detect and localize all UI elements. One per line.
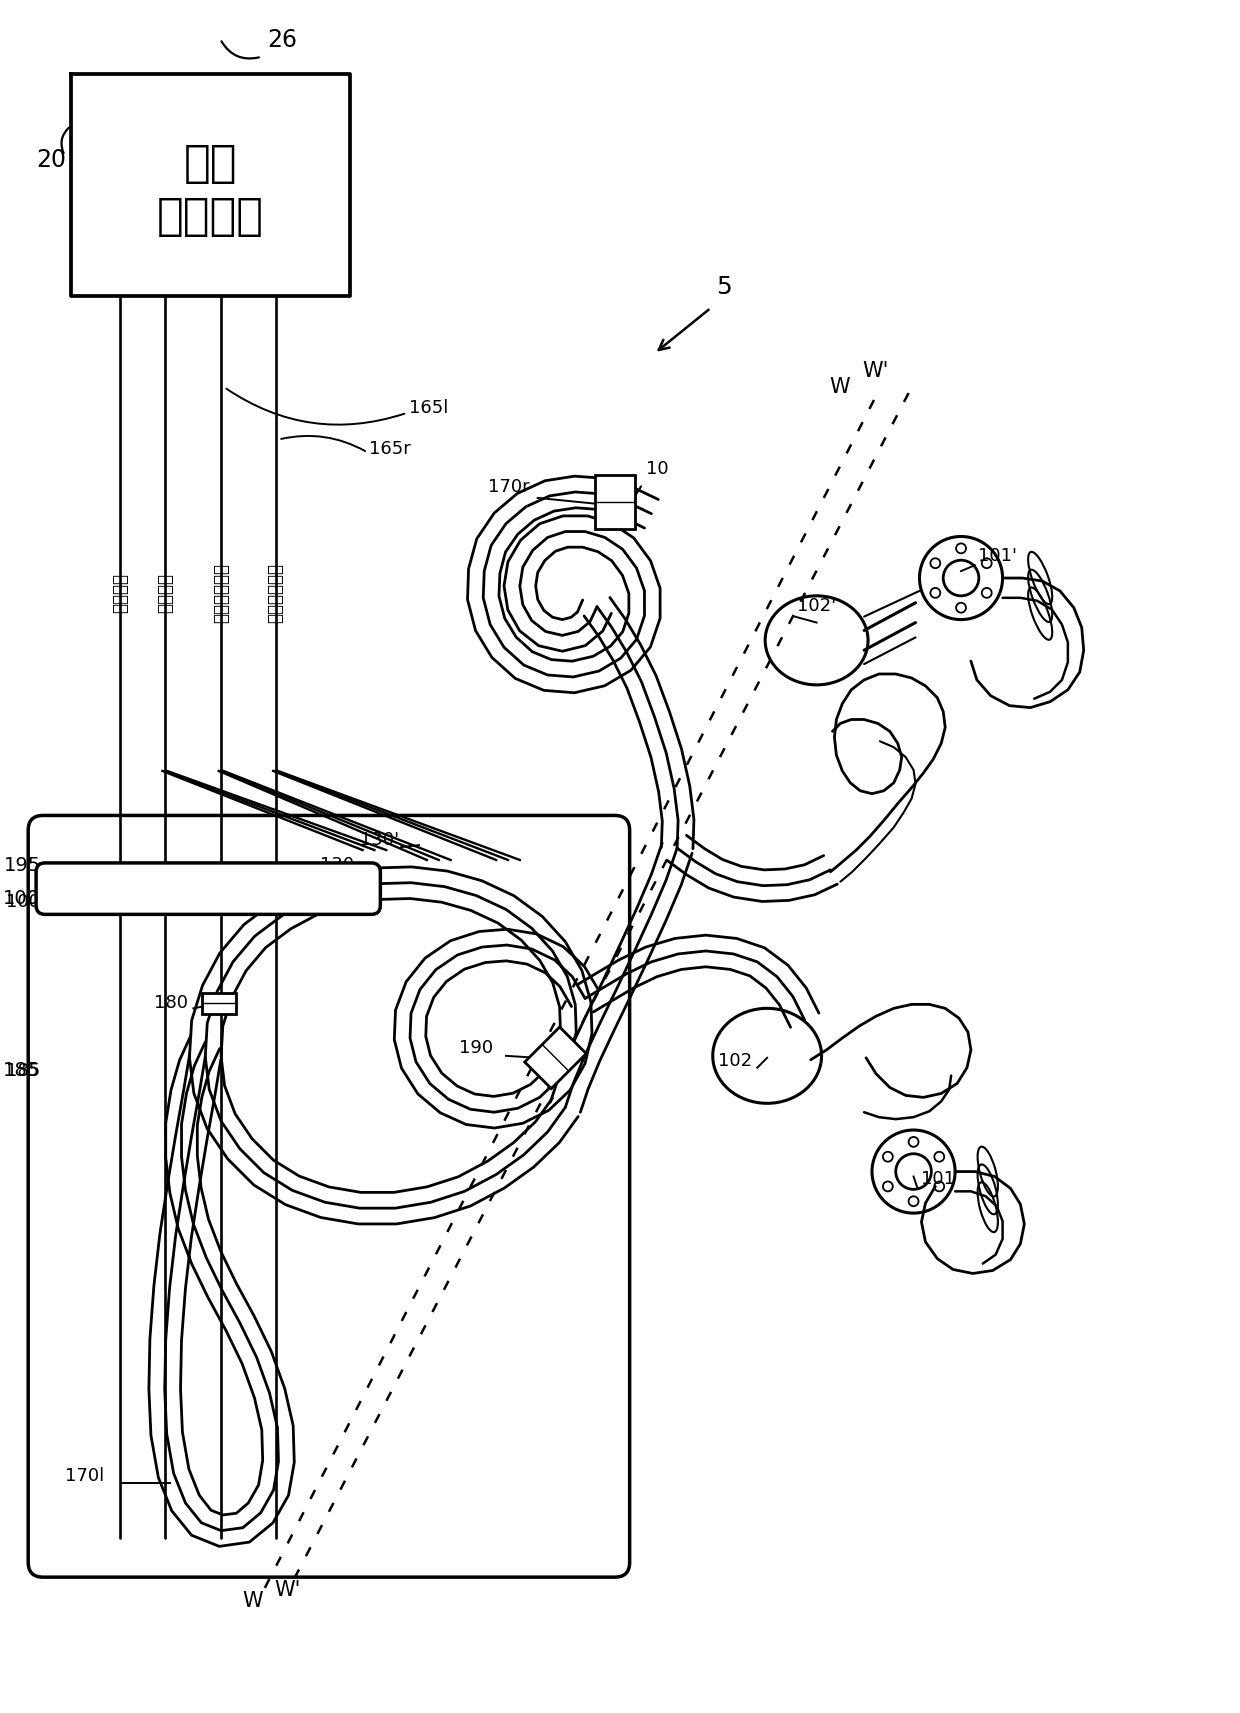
Text: 185: 185 xyxy=(6,1062,40,1079)
Text: W: W xyxy=(243,1591,263,1610)
Text: 101': 101' xyxy=(978,546,1017,565)
Text: 130': 130' xyxy=(360,831,399,850)
Text: 170l: 170l xyxy=(64,1468,104,1485)
FancyArrowPatch shape xyxy=(62,128,68,152)
Text: 165r: 165r xyxy=(370,440,412,459)
Text: 100: 100 xyxy=(4,889,40,908)
FancyArrowPatch shape xyxy=(626,486,641,509)
Bar xyxy=(525,1028,587,1088)
Bar xyxy=(202,992,237,1014)
FancyArrowPatch shape xyxy=(222,41,259,58)
Text: 5: 5 xyxy=(715,276,732,300)
FancyArrowPatch shape xyxy=(227,389,404,425)
Text: 温度信号: 温度信号 xyxy=(112,572,129,613)
Text: 右传感器信号: 右传感器信号 xyxy=(267,564,284,624)
Text: 180: 180 xyxy=(154,994,187,1012)
Text: 130: 130 xyxy=(320,856,355,874)
Text: 26: 26 xyxy=(268,27,298,51)
Text: 20: 20 xyxy=(36,147,66,171)
Text: 190: 190 xyxy=(459,1038,492,1057)
FancyArrowPatch shape xyxy=(281,435,365,451)
Text: 10: 10 xyxy=(646,461,670,478)
Text: 计量: 计量 xyxy=(184,142,237,185)
Text: 100: 100 xyxy=(6,894,40,911)
Text: 102: 102 xyxy=(718,1052,751,1069)
Text: W': W' xyxy=(863,361,889,382)
Text: 170r: 170r xyxy=(489,478,529,497)
Text: 102': 102' xyxy=(797,596,836,615)
Text: W: W xyxy=(830,377,849,397)
Text: 左传感器信号: 左传感器信号 xyxy=(212,564,231,624)
Text: W': W' xyxy=(274,1579,300,1600)
FancyBboxPatch shape xyxy=(36,863,381,915)
Text: 195: 195 xyxy=(4,856,41,875)
Bar xyxy=(595,475,635,529)
Text: 101: 101 xyxy=(921,1170,956,1189)
Text: 电子设备: 电子设备 xyxy=(156,195,264,238)
Text: 185: 185 xyxy=(2,1060,40,1079)
Text: 驱动信号: 驱动信号 xyxy=(156,572,174,613)
FancyArrowPatch shape xyxy=(658,310,708,349)
Text: 165l: 165l xyxy=(409,399,449,416)
